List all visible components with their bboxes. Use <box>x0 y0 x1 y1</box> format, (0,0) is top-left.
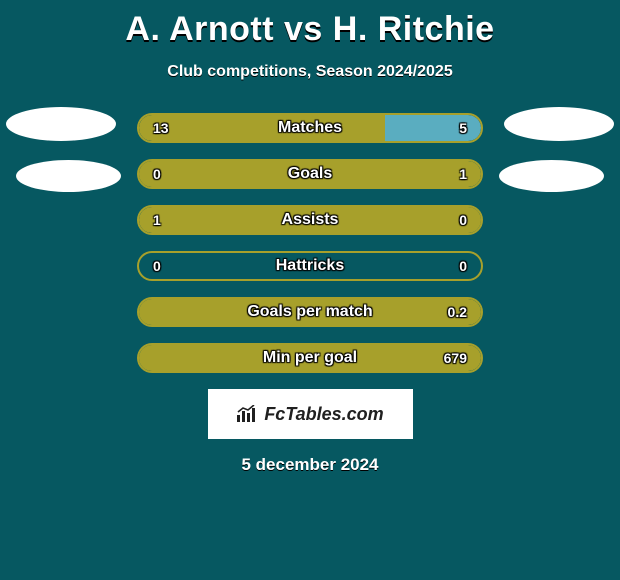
bar-row: 01Goals <box>137 159 483 189</box>
page-title: A. Arnott vs H. Ritchie <box>0 0 620 49</box>
footer-date: 5 december 2024 <box>0 455 620 475</box>
player2-avatar-2 <box>499 160 604 192</box>
watermark: FcTables.com <box>208 389 413 439</box>
player1-avatar-2 <box>16 160 121 192</box>
bar-value-right: 0 <box>459 253 467 279</box>
bar-fill-right <box>139 345 481 371</box>
watermark-text: FcTables.com <box>264 404 383 425</box>
comparison-chart: 135Matches 01Goals 10Assists 0 0Hattricks 0.2… <box>0 113 620 373</box>
bar-value-left: 0 <box>153 253 161 279</box>
bar-row: 10Assists <box>137 205 483 235</box>
bar-fill-right <box>139 161 481 187</box>
player2-avatar <box>504 107 614 141</box>
bar-fill-right <box>139 299 481 325</box>
bar-fill-left <box>139 115 385 141</box>
bar-fill-right <box>385 115 481 141</box>
bar-row: 0.2Goals per match <box>137 297 483 327</box>
bar-row: 0 0Hattricks <box>137 251 483 281</box>
bar-row: 679Min per goal <box>137 343 483 373</box>
bar-row: 135Matches <box>137 113 483 143</box>
bar-label: Hattricks <box>139 253 481 279</box>
player1-avatar <box>6 107 116 141</box>
bar-fill-left <box>139 207 481 233</box>
chart-icon <box>236 405 258 423</box>
subtitle: Club competitions, Season 2024/2025 <box>0 63 620 81</box>
bars-container: 135Matches 01Goals 10Assists 0 0Hattricks 0.2… <box>137 113 483 373</box>
